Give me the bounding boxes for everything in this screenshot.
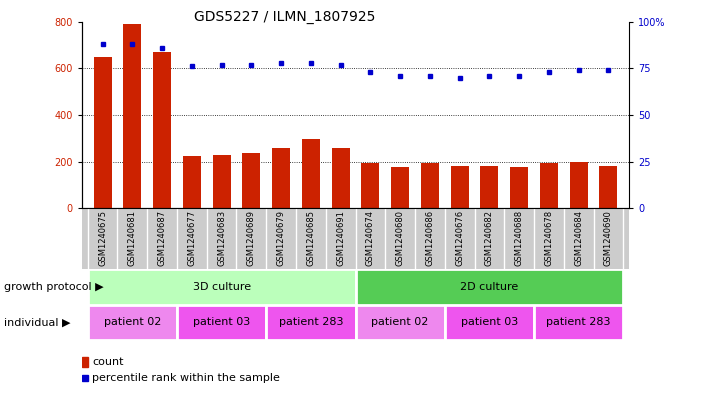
Bar — [94, 57, 112, 208]
Text: patient 283: patient 283 — [547, 317, 611, 327]
Bar — [153, 52, 171, 208]
Bar — [361, 163, 379, 208]
Bar — [266, 305, 356, 340]
Text: GSM1240687: GSM1240687 — [158, 210, 166, 266]
Text: GSM1240691: GSM1240691 — [336, 210, 345, 266]
Text: GDS5227 / ILMN_1807925: GDS5227 / ILMN_1807925 — [193, 10, 375, 24]
Bar — [391, 167, 409, 208]
Text: GSM1240685: GSM1240685 — [306, 210, 316, 266]
Text: patient 03: patient 03 — [461, 317, 518, 327]
Bar — [356, 269, 624, 305]
Bar — [124, 24, 141, 208]
Bar — [177, 305, 266, 340]
Bar — [87, 269, 356, 305]
Bar — [242, 153, 260, 208]
Text: growth protocol ▶: growth protocol ▶ — [4, 282, 103, 292]
Bar — [332, 148, 350, 208]
Bar — [445, 305, 534, 340]
Text: patient 02: patient 02 — [104, 317, 161, 327]
Text: 2D culture: 2D culture — [460, 282, 518, 292]
Text: GSM1240679: GSM1240679 — [277, 210, 286, 266]
Bar — [82, 357, 88, 367]
Text: GSM1240682: GSM1240682 — [485, 210, 494, 266]
Text: GSM1240680: GSM1240680 — [395, 210, 405, 266]
Text: GSM1240688: GSM1240688 — [515, 210, 523, 266]
Bar — [599, 165, 617, 208]
Text: individual ▶: individual ▶ — [4, 317, 70, 327]
Text: GSM1240675: GSM1240675 — [98, 210, 107, 266]
Bar — [87, 305, 177, 340]
Bar — [272, 148, 290, 208]
Text: GSM1240678: GSM1240678 — [545, 210, 553, 266]
Bar — [302, 140, 320, 208]
Bar — [451, 166, 469, 208]
Text: patient 03: patient 03 — [193, 317, 250, 327]
Bar — [570, 162, 587, 208]
Text: GSM1240677: GSM1240677 — [188, 210, 196, 266]
Bar — [213, 155, 230, 208]
Bar — [510, 167, 528, 208]
Bar — [534, 305, 624, 340]
Bar — [356, 305, 445, 340]
Bar — [540, 163, 558, 208]
Text: GSM1240676: GSM1240676 — [455, 210, 464, 266]
Text: patient 02: patient 02 — [371, 317, 429, 327]
Bar — [421, 163, 439, 208]
Text: GSM1240674: GSM1240674 — [366, 210, 375, 266]
Text: percentile rank within the sample: percentile rank within the sample — [92, 373, 280, 383]
Bar — [481, 166, 498, 208]
Text: GSM1240684: GSM1240684 — [574, 210, 583, 266]
Text: 3D culture: 3D culture — [193, 282, 251, 292]
Text: count: count — [92, 357, 124, 367]
Text: GSM1240689: GSM1240689 — [247, 210, 256, 266]
Text: GSM1240686: GSM1240686 — [425, 210, 434, 266]
Text: GSM1240681: GSM1240681 — [128, 210, 137, 266]
Text: GSM1240683: GSM1240683 — [217, 210, 226, 266]
Text: patient 283: patient 283 — [279, 317, 343, 327]
Bar — [183, 156, 201, 208]
Text: GSM1240690: GSM1240690 — [604, 210, 613, 266]
